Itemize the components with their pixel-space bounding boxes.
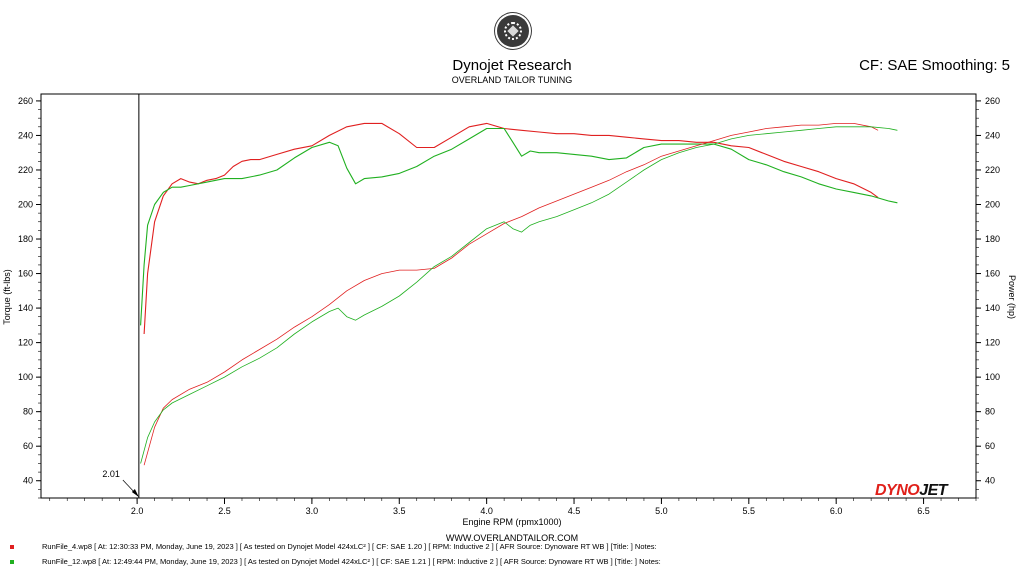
x-tick-label: 6.0 (830, 506, 843, 516)
y-right-tick-label: 160 (985, 269, 1000, 279)
y-right-tick-label: 260 (985, 96, 1000, 106)
x-tick-label: 4.5 (568, 506, 581, 516)
power-curve (140, 126, 898, 464)
y-right-tick-label: 100 (985, 372, 1000, 382)
y-right-tick-label: 80 (985, 407, 995, 417)
y-tick-label: 160 (18, 269, 33, 279)
y-right-tick-label: 220 (985, 165, 1000, 175)
run-legend-row[interactable]: RunFile_12.wp8 [ At: 12:49:44 PM, Monday… (10, 557, 661, 566)
torque-curve (143, 122, 879, 335)
x-tick-label: 3.0 (306, 506, 319, 516)
torque-curve (140, 127, 898, 326)
x-tick-label: 2.0 (131, 506, 144, 516)
plot-area (40, 93, 977, 499)
y-axis-left-label: Torque (ft-lbs) (2, 269, 12, 325)
y-right-tick-label: 200 (985, 199, 1000, 209)
y-tick-label: 240 (18, 130, 33, 140)
run-color-swatch (10, 560, 14, 565)
y-tick-label: 200 (18, 199, 33, 209)
run-legend-row[interactable]: RunFile_4.wp8 [ At: 12:30:33 PM, Monday,… (10, 542, 657, 551)
correction-factor-label: CF: SAE Smoothing: 5 (859, 57, 1010, 74)
x-tick-label: 4.0 (480, 506, 493, 516)
x-axis-label: Engine RPM (rpmx1000) (462, 517, 562, 527)
cursor-arrowhead (131, 489, 139, 497)
y-right-tick-label: 60 (985, 441, 995, 451)
y-axis-right-label: Power (hp) (1007, 274, 1017, 319)
run-legend-text: RunFile_12.wp8 [ At: 12:49:44 PM, Monday… (42, 557, 661, 566)
dynojet-logo: DYNOJET (875, 482, 948, 499)
website-label: WWW.OVERLANDTAILOR.COM (445, 533, 579, 543)
chart-title: Dynojet Research (452, 57, 572, 74)
y-right-tick-label: 120 (985, 338, 1000, 348)
chart-subtitle: OVERLAND TAILOR TUNING (451, 75, 573, 85)
x-tick-label: 2.5 (218, 506, 231, 516)
y-tick-label: 60 (23, 441, 33, 451)
y-tick-label: 40 (23, 476, 33, 486)
run-legend-text: RunFile_4.wp8 [ At: 12:30:33 PM, Monday,… (42, 542, 657, 551)
y-tick-label: 120 (18, 338, 33, 348)
power-curve (143, 123, 879, 466)
y-tick-label: 180 (18, 234, 33, 244)
y-right-tick-label: 40 (985, 476, 995, 486)
x-tick-label: 5.0 (655, 506, 668, 516)
cursor-value-label: 2.01 (102, 469, 120, 479)
y-right-tick-label: 240 (985, 130, 1000, 140)
y-tick-label: 100 (18, 372, 33, 382)
y-tick-label: 220 (18, 165, 33, 175)
y-right-tick-label: 140 (985, 303, 1000, 313)
y-tick-label: 140 (18, 303, 33, 313)
x-tick-label: 3.5 (393, 506, 406, 516)
run-color-swatch (10, 545, 14, 550)
y-right-tick-label: 180 (985, 234, 1000, 244)
y-tick-label: 80 (23, 407, 33, 417)
dynojet-seal-icon (497, 15, 529, 47)
x-tick-label: 6.5 (917, 506, 930, 516)
y-tick-label: 260 (18, 96, 33, 106)
x-tick-label: 5.5 (743, 506, 756, 516)
